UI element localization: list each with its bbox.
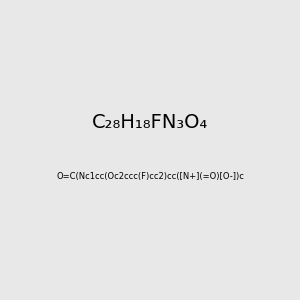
Text: O=C(Nc1cc(Oc2ccc(F)cc2)cc([N+](=O)[O-])c: O=C(Nc1cc(Oc2ccc(F)cc2)cc([N+](=O)[O-])c <box>56 172 244 182</box>
Text: C₂₈H₁₈FN₃O₄: C₂₈H₁₈FN₃O₄ <box>92 113 208 133</box>
